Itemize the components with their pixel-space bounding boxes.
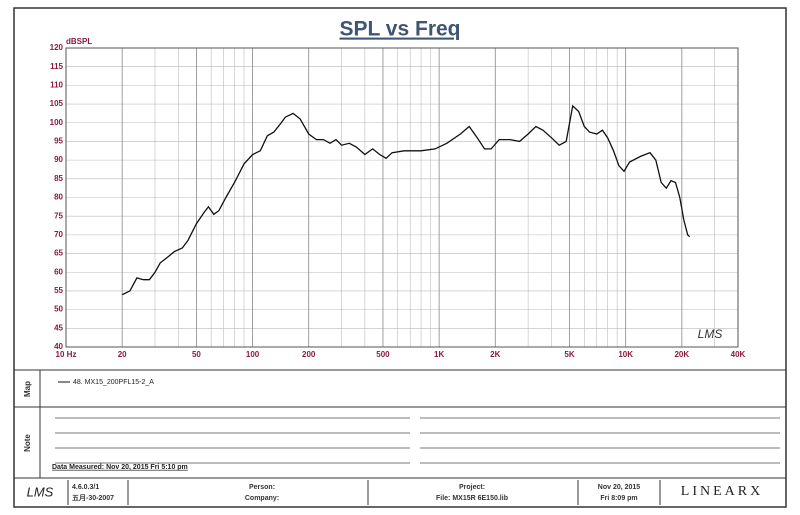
y-tick-label: 45 — [54, 323, 63, 332]
y-tick-label: 100 — [50, 118, 64, 127]
footer-dividers — [67, 480, 661, 505]
footer-company: Company: — [245, 495, 279, 502]
y-tick-label: 70 — [54, 230, 63, 239]
x-tick-label: 20K — [674, 350, 689, 359]
plot-border — [65, 47, 739, 348]
x-tick-label: 40K — [731, 350, 746, 359]
x-tick-label: 50 — [192, 350, 201, 359]
x-tick-label: 100 — [246, 350, 260, 359]
note-lines — [55, 417, 780, 464]
footer-time: Fri 8:09 pm — [600, 495, 637, 502]
x-tick-label: 1K — [434, 350, 444, 359]
footer-logo: LMS — [27, 484, 54, 499]
footer-file: File: MX15R 6E150.lib — [436, 495, 508, 502]
footer-build: 五月-30-2007 — [72, 494, 114, 502]
y-tick-label: 115 — [50, 62, 63, 71]
footer-version: 4.6.0.3/1 — [72, 484, 99, 491]
x-tick-label: 10 Hz — [56, 350, 77, 359]
x-tick-label: 10K — [618, 350, 633, 359]
y-tick-label: 85 — [54, 174, 63, 183]
note-measured: Data Measured: Nov 20, 2015 Fri 5:10 pm — [52, 464, 188, 471]
map-label: Map — [23, 381, 32, 397]
y-tick-label: 95 — [54, 137, 63, 146]
x-tick-label: 20 — [118, 350, 127, 359]
y-tick-label: 75 — [54, 211, 63, 220]
y-tick-label: 65 — [54, 249, 63, 258]
y-tick-label: 110 — [50, 80, 63, 89]
frame — [13, 7, 787, 508]
map-entry: 48. MX15_200PFL15-2_A — [73, 379, 154, 386]
y-tick-label: 50 — [54, 305, 63, 314]
x-tick-label: 2K — [490, 350, 500, 359]
note-label: Note — [23, 434, 32, 452]
y-tick-label: 120 — [50, 43, 64, 52]
y-tick-label: 80 — [54, 193, 63, 202]
footer-project: Project: — [459, 484, 485, 491]
y-tick-label: 60 — [54, 267, 63, 276]
y-tick-label: 105 — [50, 99, 64, 108]
x-tick-label: 5K — [564, 350, 574, 359]
x-tick-label: 500 — [376, 350, 390, 359]
footer-brand: LINEARX — [681, 484, 763, 499]
y-axis-label: dBSPL — [66, 37, 92, 46]
y-tick-label: 55 — [54, 286, 63, 295]
x-tick-label: 200 — [302, 350, 316, 359]
footer-date: Nov 20, 2015 — [598, 484, 641, 491]
y-tick-label: 90 — [54, 155, 63, 164]
chart-title: SPL vs Freq — [340, 18, 461, 41]
y-tick-label: 40 — [54, 342, 63, 351]
response-line — [121, 104, 691, 296]
grid — [65, 47, 739, 348]
footer-person: Person: — [249, 484, 275, 491]
watermark: LMS — [698, 327, 723, 341]
